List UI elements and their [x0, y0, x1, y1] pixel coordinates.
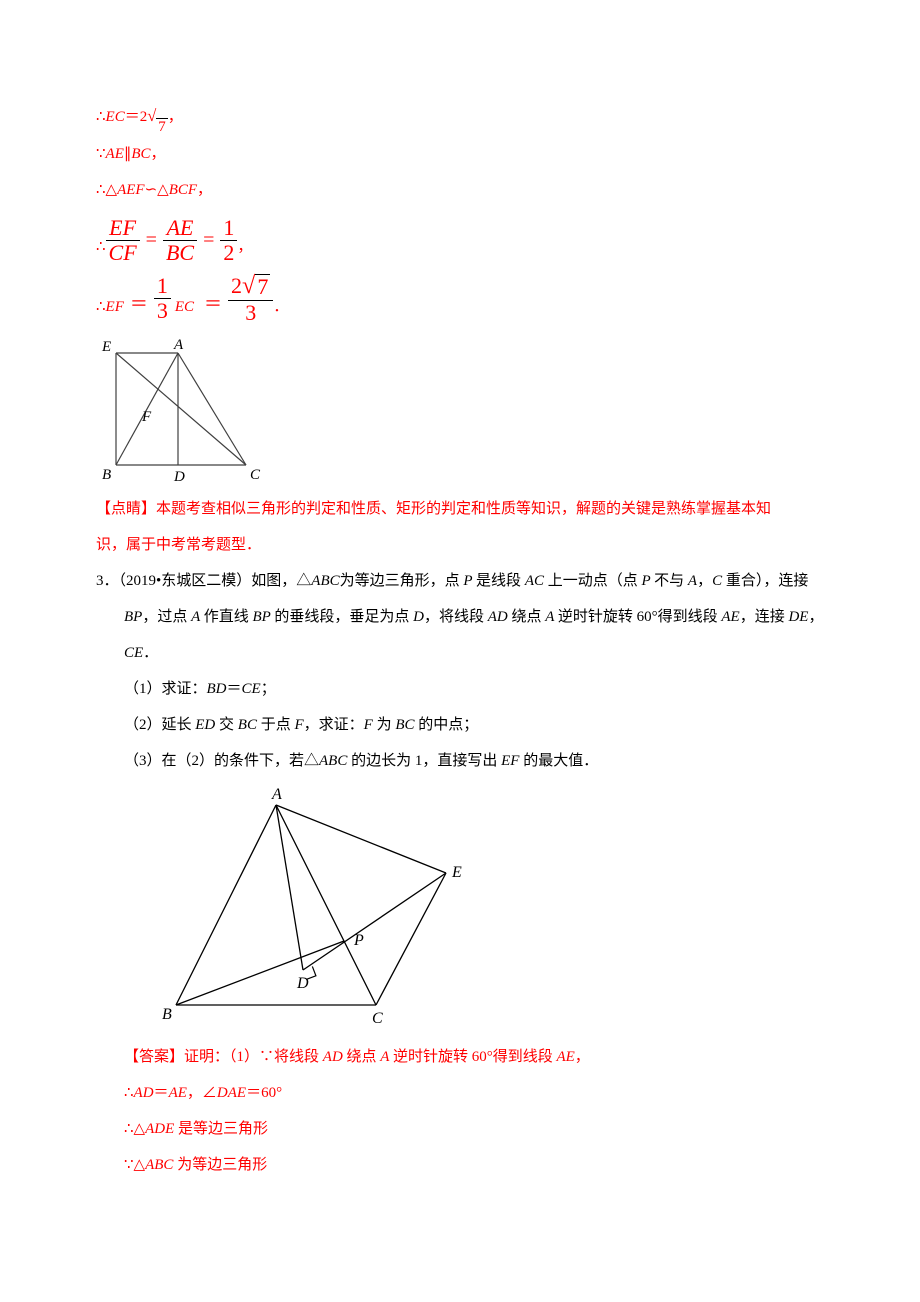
answer-line2: ∴AD＝AE，∠DAE＝60° — [96, 1075, 824, 1111]
dianjing-line2: 识，属于中考常考题型． — [96, 527, 824, 563]
svg-text:F: F — [141, 409, 152, 425]
svg-text:B: B — [102, 467, 111, 483]
question-3: 3．（2019•东城区二模）如图，△ABC为等边三角形，点 P 是线段 AC 上… — [96, 563, 824, 779]
dianjing-line1: 【点睛】本题考查相似三角形的判定和性质、矩形的判定和性质等知识，解题的关键是熟练… — [96, 491, 824, 527]
step-ef-value: ∴ EF ＝ 13 EC ＝ 2√7 3 ． — [96, 273, 824, 325]
step-ec: ∴EC＝2√7， — [96, 96, 824, 136]
figure-2: A E P D B C — [156, 785, 824, 1033]
svg-text:A: A — [271, 786, 282, 803]
q3-line1: 3．（2019•东城区二模）如图，△ABC为等边三角形，点 P 是线段 AC 上… — [96, 563, 824, 599]
q3-part1: （1）求证：BD＝CE； — [96, 671, 824, 707]
svg-text:D: D — [173, 469, 185, 485]
svg-text:D: D — [296, 975, 309, 992]
svg-text:B: B — [162, 1006, 172, 1023]
step-similar: ∴△AEF∽△BCF， — [96, 172, 824, 208]
q3-part2: （2）延长 ED 交 BC 于点 F，求证：F 为 BC 的中点； — [96, 707, 824, 743]
svg-text:C: C — [372, 1010, 383, 1027]
svg-text:A: A — [173, 337, 184, 353]
answer-line4: ∵△ABC 为等边三角形 — [96, 1147, 824, 1183]
svg-text:E: E — [451, 864, 462, 881]
svg-text:C: C — [250, 467, 261, 483]
answer-line3: ∴△ADE 是等边三角形 — [96, 1111, 824, 1147]
answer-line1: 【答案】证明：（1）∵将线段 AD 绕点 A 逆时针旋转 60°得到线段 AE， — [96, 1039, 824, 1075]
q3-line2: BP，过点 A 作直线 BP 的垂线段，垂足为点 D，将线段 AD 绕点 A 逆… — [96, 599, 824, 635]
page: ∴EC＝2√7， ∵AE∥BC， ∴△AEF∽△BCF， ∴ EFCF = AE… — [0, 0, 920, 1302]
step-ratio: ∴ EFCF = AEBC = 12 ， — [96, 216, 824, 265]
q3-line3: CE． — [96, 635, 824, 671]
q3-part3: （3）在（2）的条件下，若△ABC 的边长为 1，直接写出 EF 的最大值． — [96, 743, 824, 779]
svg-text:E: E — [101, 339, 111, 355]
figure-1: E A F B D C — [96, 335, 824, 485]
step-parallel: ∵AE∥BC， — [96, 136, 824, 172]
svg-text:P: P — [353, 932, 364, 949]
